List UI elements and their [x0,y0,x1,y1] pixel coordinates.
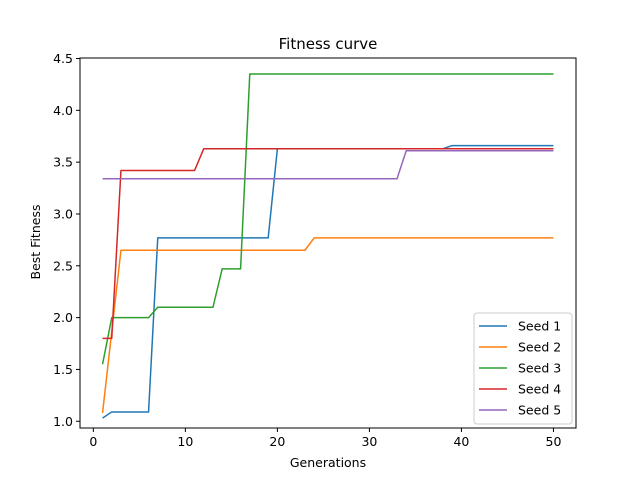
x-tick-label: 10 [177,434,193,449]
x-tick-label: 50 [546,434,562,449]
y-tick-label: 2.0 [53,310,73,325]
legend-label: Seed 1 [518,319,561,334]
x-tick-label: 40 [453,434,469,449]
y-tick-label: 4.0 [53,103,73,118]
x-axis-label: Generations [290,455,366,470]
y-tick-label: 2.5 [53,258,73,273]
series-line-seed-5 [102,150,554,180]
y-axis-label: Best Fitness [28,205,43,280]
legend-label: Seed 5 [518,403,561,418]
legend: Seed 1 Seed 2 Seed 3 Seed 4 Seed 5 [473,312,573,425]
x-tick-label: 20 [269,434,285,449]
series-line-seed-3 [101,73,554,365]
x-tick-label: 0 [89,434,97,449]
series-line-seed-1 [102,144,554,419]
legend-box [473,312,573,425]
series-line-seed-2 [101,237,554,414]
legend-label: Seed 2 [518,340,561,355]
y-tick-label: 1.0 [53,414,73,429]
y-tick-label: 4.5 [53,51,73,66]
series-lines [101,73,554,419]
series-line-seed-4 [102,147,554,340]
chart-title: Fitness curve [279,35,378,53]
plot-frame [79,57,577,429]
y-axis: 1.0 1.5 2.0 2.5 3.0 3.5 4.0 4.5 [53,51,80,429]
legend-label: Seed 4 [518,382,561,397]
y-tick-label: 3.0 [53,206,73,221]
x-axis: 0 10 20 30 40 50 [89,428,561,449]
y-tick-label: 1.5 [53,362,73,377]
legend-label: Seed 3 [518,361,561,376]
x-tick-label: 30 [361,434,377,449]
y-tick-label: 3.5 [53,155,73,170]
